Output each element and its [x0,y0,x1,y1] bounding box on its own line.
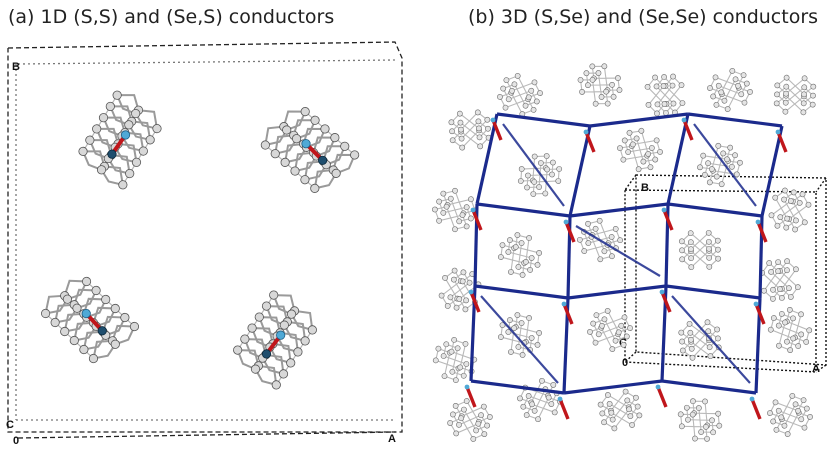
background-molecule [497,232,543,278]
molecule-stack [40,276,140,364]
background-molecule [678,229,722,271]
background-molecule [707,68,753,112]
molecule-stack [233,290,317,390]
background-molecule [617,127,663,173]
molecule-stack [78,90,162,190]
panel-a-axis-b: B [12,61,20,73]
background-molecule [678,319,722,361]
panel-a-origin: 0 [13,435,19,447]
background-molecule [597,388,643,432]
panel-b-title: (b) 3D (S,Se) and (Se,Se) conductors [468,6,819,28]
background-molecule [759,258,801,302]
background-molecule [644,73,686,117]
panel-b-conduction-network [464,112,788,420]
background-molecule [697,142,743,188]
panel-a-unit-cell [7,41,403,439]
background-molecule [773,74,817,116]
panel-a-molecular-stacks [40,90,360,390]
background-molecule [497,312,543,358]
background-molecule [767,306,813,354]
panel-b-unit-cell [624,174,827,373]
background-molecule [431,187,479,233]
background-molecule [448,109,492,151]
background-molecule [587,308,633,352]
background-molecule [497,73,543,117]
background-molecule [768,187,812,233]
background-molecule [517,153,563,197]
background-molecule [447,398,493,442]
panel-a-axis-c: C [6,419,14,431]
background-molecule [677,398,723,442]
panel-b-origin: 0 [622,357,628,369]
panel-b-axis-a: A [812,363,820,375]
panel-b-axis-b: B [641,182,649,194]
background-molecule [577,63,623,107]
background-molecule [767,393,813,437]
molecule-stack [260,107,360,193]
panel-a-title: (a) 1D (S,S) and (Se,S) conductors [8,6,335,28]
panel-b-molecule-background [431,63,817,442]
panel-a-axis-a: A [388,433,396,445]
